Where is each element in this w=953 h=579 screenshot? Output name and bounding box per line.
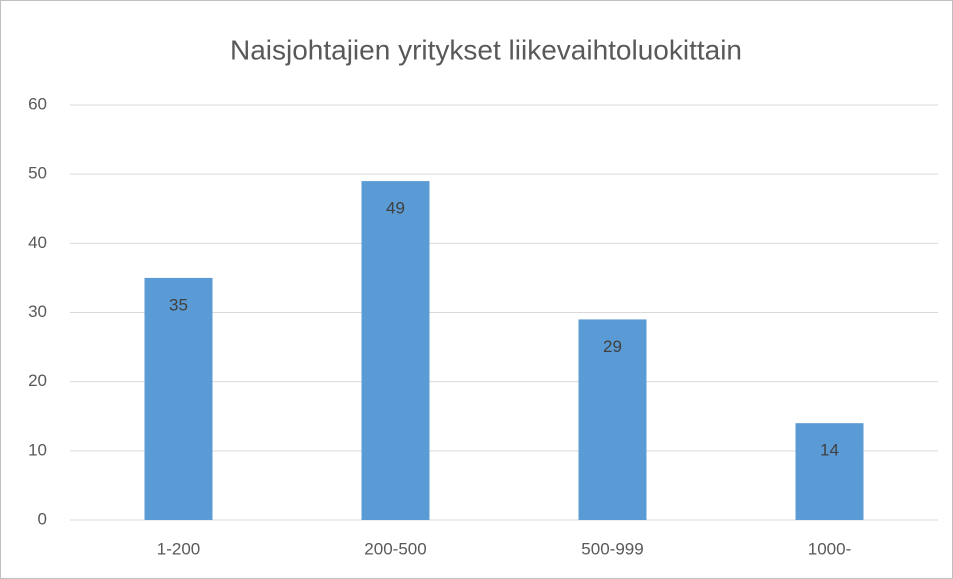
y-tick-label: 10 (28, 440, 47, 459)
data-label: 35 (169, 295, 188, 314)
x-tick-label: 1000- (808, 539, 851, 558)
x-tick-label: 1-200 (157, 539, 200, 558)
bar (144, 277, 213, 520)
x-tick-label: 500-999 (581, 539, 643, 558)
data-label: 29 (603, 337, 622, 356)
y-tick-label: 40 (28, 233, 47, 252)
chart-title: Naisjohtajien yritykset liikevaihtoluoki… (230, 34, 742, 65)
y-tick-label: 30 (28, 302, 47, 321)
y-tick-label: 20 (28, 371, 47, 390)
y-tick-label: 50 (28, 164, 47, 183)
x-tick-label: 200-500 (364, 539, 426, 558)
y-tick-label: 60 (28, 94, 47, 113)
bar (361, 181, 430, 521)
y-tick-label: 0 (38, 509, 47, 528)
data-label: 49 (386, 199, 405, 218)
bar (795, 423, 864, 520)
bar (578, 319, 647, 520)
data-label: 14 (820, 441, 839, 460)
